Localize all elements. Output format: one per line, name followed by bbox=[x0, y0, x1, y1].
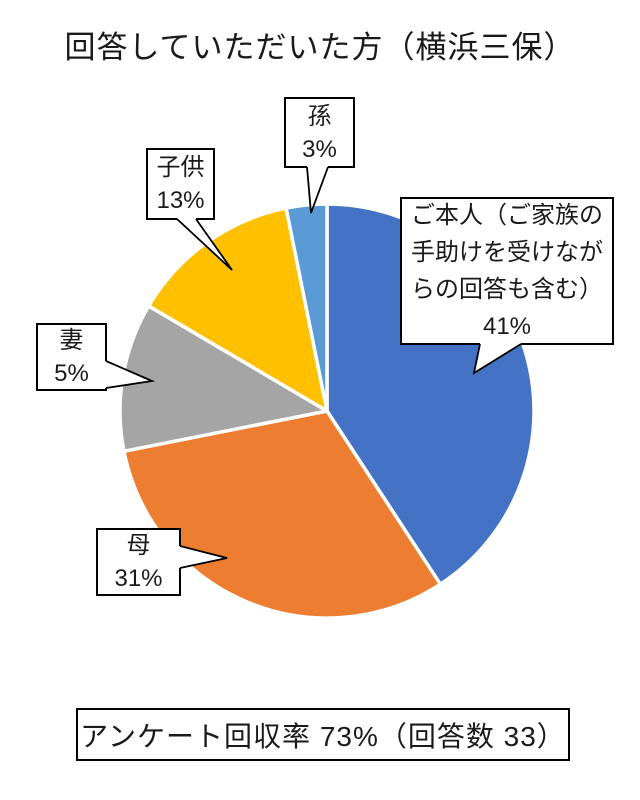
callout-pointer-fill-mother bbox=[176, 546, 227, 568]
callout-children: 子供 13% bbox=[146, 148, 215, 220]
callout-children-line: 子供 bbox=[156, 154, 205, 181]
callout-grandchild-line: 3% bbox=[302, 135, 337, 163]
callout-pointer-fill-wife bbox=[102, 361, 152, 388]
callout-pointer-children bbox=[176, 218, 233, 271]
callout-pointer-mother bbox=[179, 545, 228, 569]
callout-pointer-fill-grandchild bbox=[307, 163, 328, 213]
survey-rate-text: アンケート回収率 73%（回答数 33） bbox=[80, 720, 566, 752]
callout-pointer-fill-children bbox=[177, 215, 232, 270]
callout-mother-line: 母 bbox=[126, 532, 151, 559]
survey-rate-box: アンケート回収率 73%（回答数 33） bbox=[76, 708, 570, 761]
pie-slice-grandchild bbox=[284, 202, 329, 413]
callout-grandchild-line: 孫 bbox=[307, 102, 332, 130]
callout-wife-line: 妻 bbox=[59, 327, 84, 354]
callout-children-line: 13% bbox=[156, 187, 205, 214]
callout-wife-line: 5% bbox=[54, 360, 89, 387]
callout-wife: 妻 5% bbox=[36, 323, 107, 391]
callout-mother: 母 31% bbox=[96, 528, 181, 596]
callout-self-line: 手助けを受けなが bbox=[411, 239, 603, 266]
chart-title: 回答していただいた方（横浜三保） bbox=[64, 30, 576, 65]
pie-slice-children bbox=[146, 206, 329, 413]
callout-grandchild: 孫 3% bbox=[284, 97, 355, 168]
callout-self: ご本人（ご家族の 手助けを受けなが らの回答も含む） 41% bbox=[400, 197, 614, 345]
callout-pointer-wife bbox=[105, 360, 156, 389]
callout-self-line: ご本人（ご家族の bbox=[411, 202, 603, 229]
callout-self-line: 41% bbox=[482, 313, 532, 340]
callout-pointer-self bbox=[472, 343, 522, 375]
pie-slice-wife bbox=[118, 304, 329, 453]
callout-pointer-grandchild bbox=[306, 166, 329, 214]
callout-mother-line: 31% bbox=[114, 565, 163, 592]
callout-self-line: らの回答も含む） bbox=[411, 276, 603, 303]
